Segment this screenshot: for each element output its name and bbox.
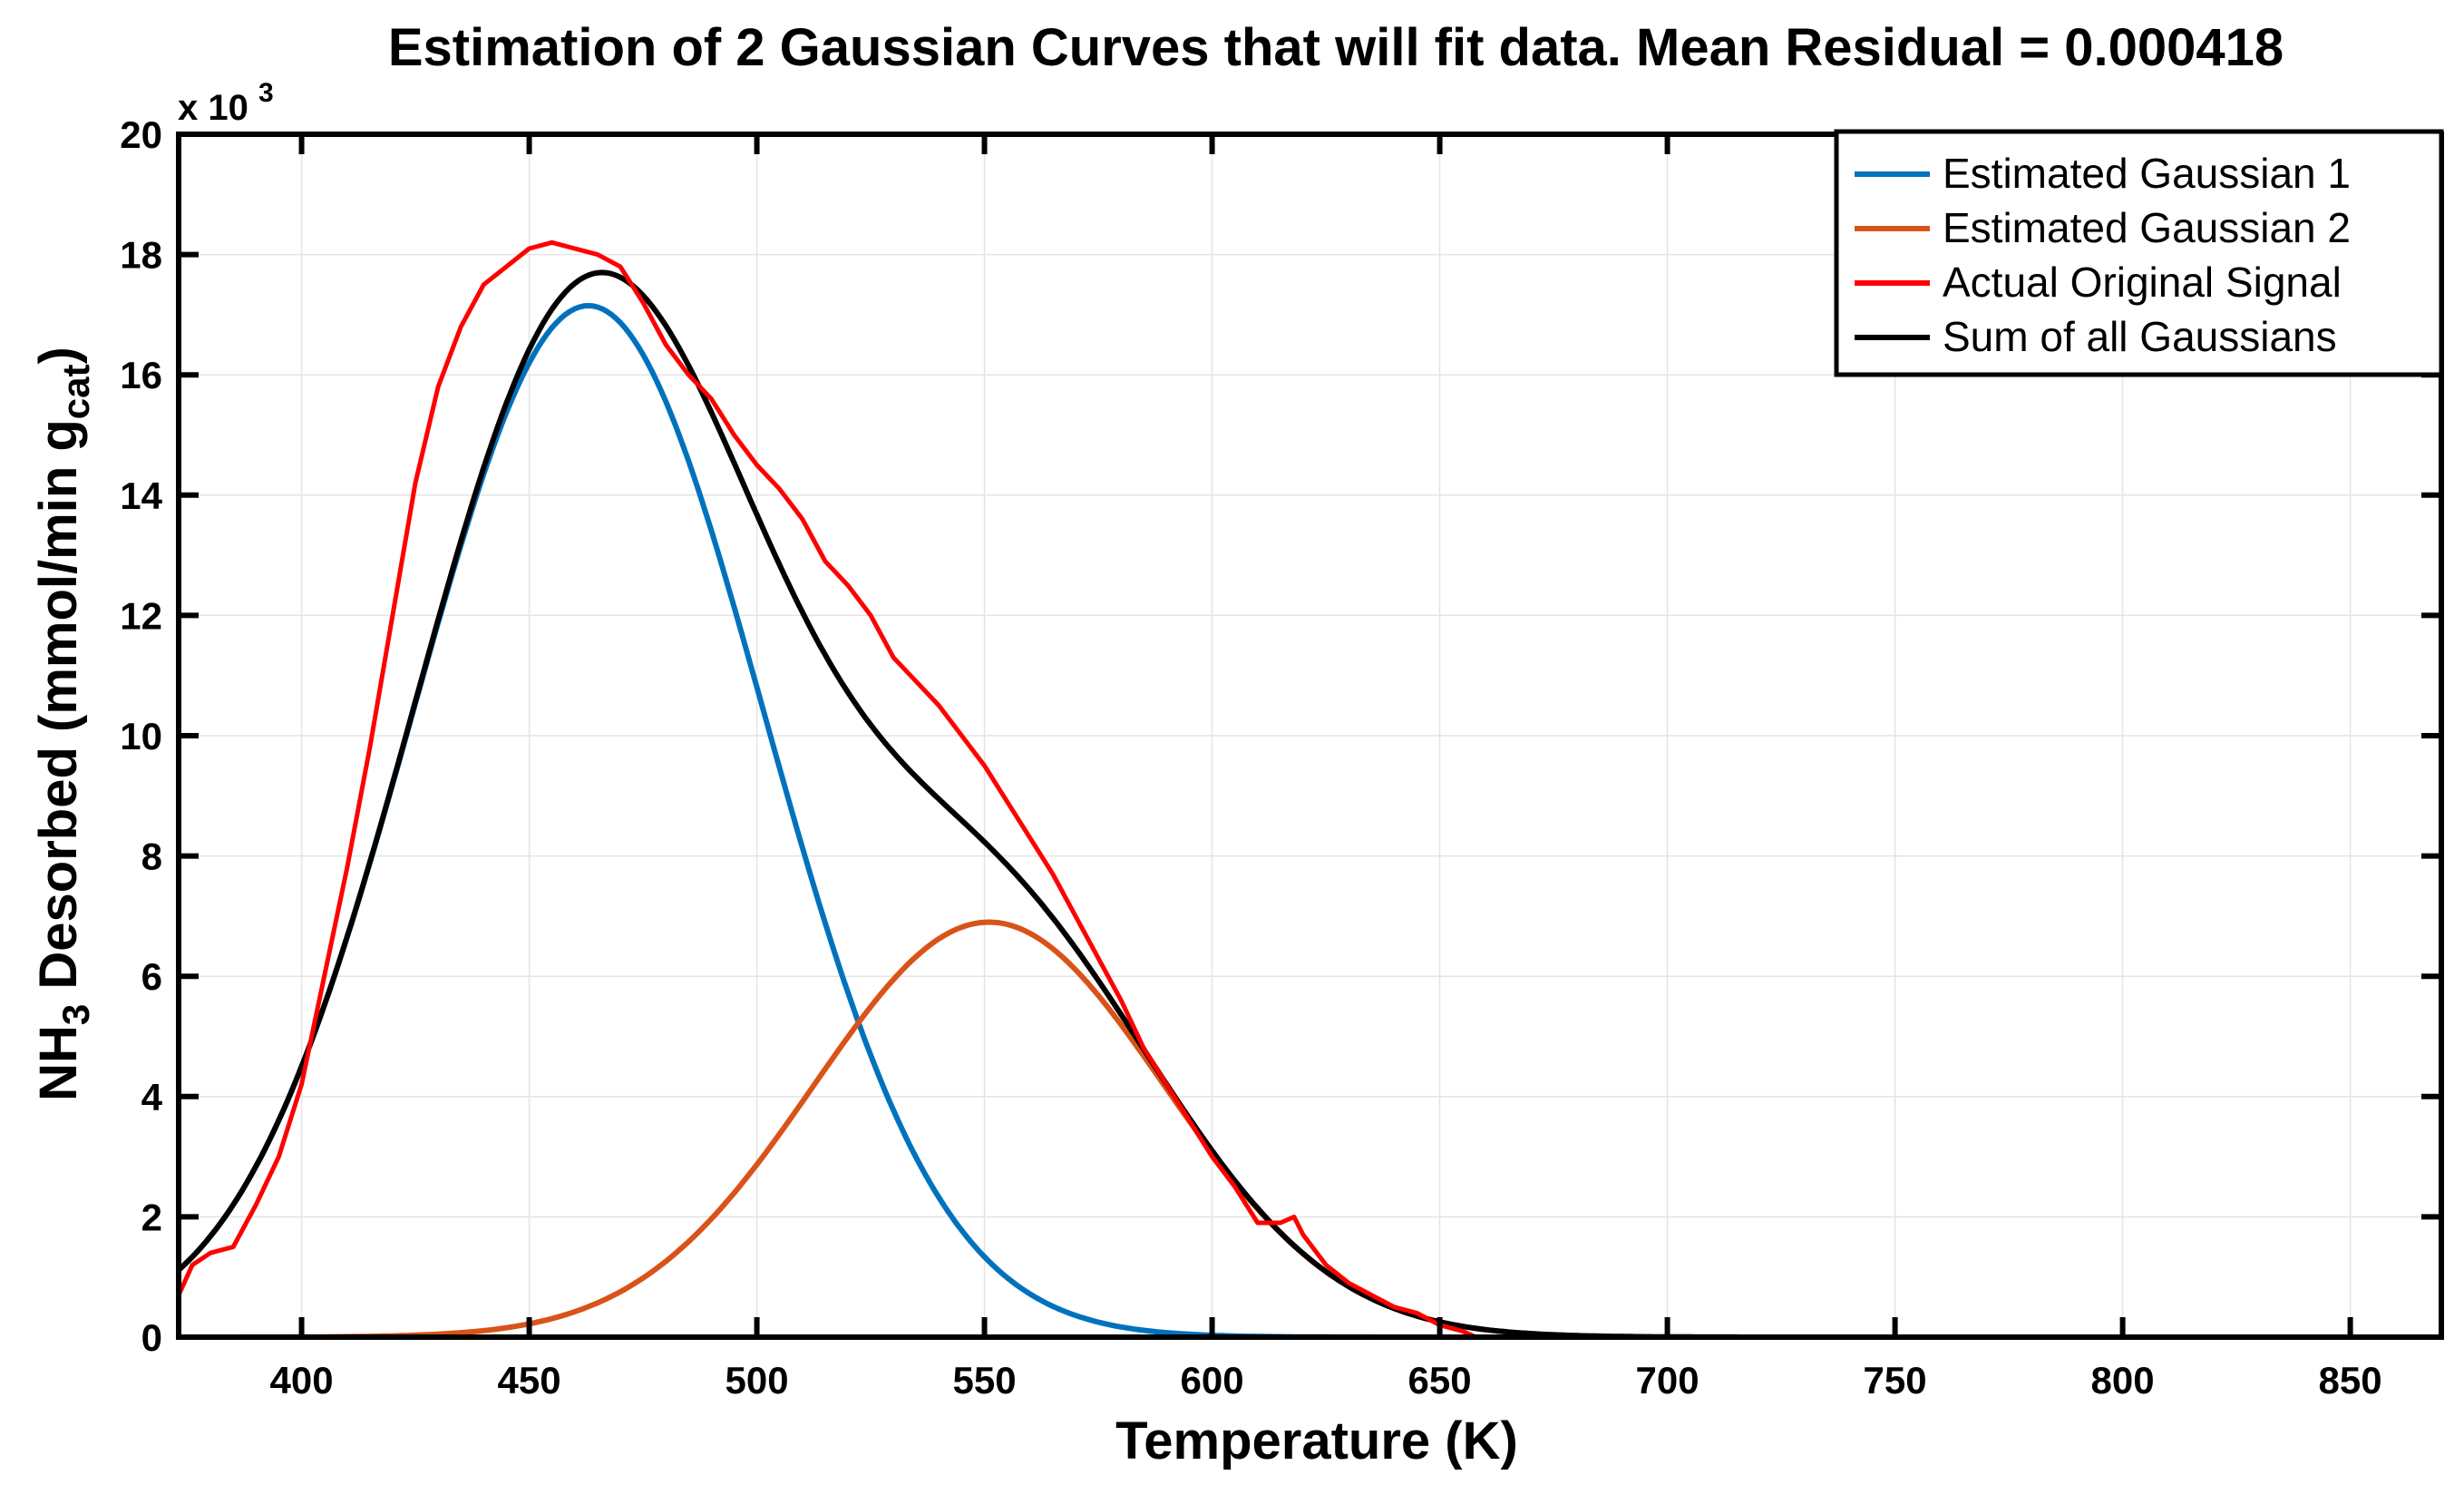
x-tick-label: 450 [498, 1359, 561, 1402]
x-tick-label: 500 [726, 1359, 789, 1402]
x-tick-label: 650 [1408, 1359, 1472, 1402]
y-label-main-sub: cat [54, 364, 97, 419]
x-tick-label: 850 [2319, 1359, 2382, 1402]
chart-title: Estimation of 2 Gaussian Curves that wil… [388, 18, 2284, 77]
legend-entry: Actual Original Signal [1855, 259, 2342, 306]
x-axis-label: Temperature (K) [1115, 1412, 1518, 1470]
y-tick-label: 8 [141, 835, 162, 878]
y-label-main: Desorbed (mmol/min g [29, 419, 88, 1004]
legend-label: Estimated Gaussian 1 [1943, 150, 2351, 197]
legend-entry: Estimated Gaussian 1 [1855, 150, 2351, 197]
y-tick-label: 2 [141, 1196, 162, 1238]
x-tick-label: 400 [270, 1359, 334, 1402]
y-tick-label: 4 [141, 1076, 163, 1119]
y-multiplier-exponent: 3 [258, 78, 274, 108]
y-tick-label: 6 [141, 955, 162, 998]
y-multiplier-base: x 10 [178, 88, 248, 128]
legend-entry: Sum of all Gaussians [1855, 313, 2337, 360]
legend-label: Estimated Gaussian 2 [1943, 204, 2351, 251]
y-tick-label: 0 [141, 1316, 162, 1359]
y-tick-label: 16 [120, 354, 162, 396]
legend-entry: Estimated Gaussian 2 [1855, 204, 2351, 251]
y-tick-label: 10 [120, 715, 162, 757]
x-tick-label: 700 [1636, 1359, 1699, 1402]
y-tick-label: 20 [120, 113, 162, 156]
y-axis-label: NH3 Desorbed (mmol/min gcat) [29, 347, 97, 1101]
legend-box [1834, 129, 2444, 377]
x-tick-label: 600 [1181, 1359, 1244, 1402]
axis-ticks: 400 450 500 550 600 650 700 750 800 850 0 2 4 6 8 10 12 1… [120, 113, 2441, 1402]
legend-label: Actual Original Signal [1943, 259, 2342, 306]
x-tick-label: 750 [1864, 1359, 1927, 1402]
y-tick-label: 14 [120, 474, 162, 517]
x-tick-label: 550 [953, 1359, 1017, 1402]
legend-label: Sum of all Gaussians [1943, 313, 2337, 360]
x-tick-label: 800 [2091, 1359, 2155, 1402]
y-axis-multiplier: x 10 3 [178, 78, 274, 128]
y-tick-label: 12 [120, 594, 162, 637]
y-label-prefix-sub: 3 [54, 1004, 97, 1025]
legend: Estimated Gaussian 1 Estimated Gaussian … [1834, 129, 2444, 377]
y-label-suffix: ) [29, 347, 88, 364]
y-label-prefix: NH [29, 1025, 88, 1101]
y-tick-label: 18 [120, 234, 162, 277]
series-line-actual-original-signal [176, 239, 1479, 1340]
